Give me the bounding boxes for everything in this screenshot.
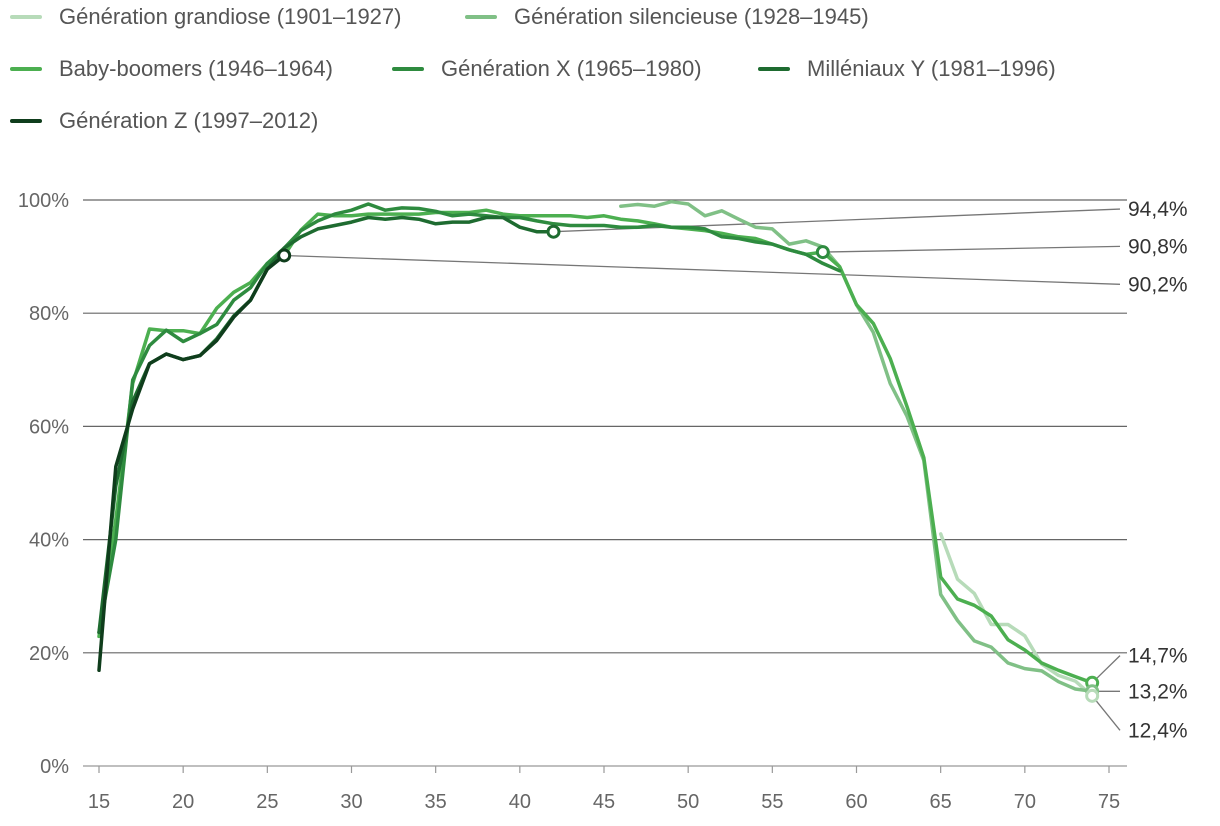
annotation-label: 13,2% xyxy=(1128,680,1188,703)
x-tick-label: 45 xyxy=(593,791,615,813)
legend-item-millennials: Milléniaux Y (1981–1996) xyxy=(758,56,1056,82)
x-tick-label: 20 xyxy=(172,791,194,813)
annotation-marker xyxy=(277,248,292,263)
legend-item-boomers: Baby-boomers (1946–1964) xyxy=(10,56,333,82)
annotation-markers xyxy=(277,224,1100,703)
x-tick-label: 15 xyxy=(88,791,110,813)
x-tick-label: 70 xyxy=(1014,791,1036,813)
annotation-label: 94,4% xyxy=(1128,198,1188,221)
annotation-marker xyxy=(546,224,561,239)
x-tick-label: 40 xyxy=(509,791,531,813)
annotation-marker xyxy=(815,245,830,260)
legend-item-gen-x: Génération X (1965–1980) xyxy=(392,56,702,82)
legend-item-gen-z: Génération Z (1997–2012) xyxy=(10,108,318,134)
annotation-label: 12,4% xyxy=(1128,719,1188,742)
y-tick-label: 0% xyxy=(40,756,69,778)
y-tick-label: 40% xyxy=(29,530,69,552)
series-line-6 xyxy=(97,253,286,673)
annotation-label: 90,8% xyxy=(1128,235,1188,258)
legend-swatch xyxy=(10,67,42,71)
legend-swatch xyxy=(758,67,790,71)
legend-swatch xyxy=(10,15,42,19)
x-tick-label: 55 xyxy=(761,791,783,813)
y-tick-label: 20% xyxy=(29,643,69,665)
x-tick-label: 25 xyxy=(256,791,278,813)
x-tick-label: 65 xyxy=(930,791,952,813)
legend-label: Baby-boomers (1946–1964) xyxy=(59,56,333,81)
annotation-marker xyxy=(1085,688,1100,703)
series-line-1 xyxy=(938,532,1094,698)
legend-label: Génération Z (1997–2012) xyxy=(59,108,319,133)
annotation-labels: 94,4% 90,8% 90,2% 14,7% 13,2% 12,4% xyxy=(1128,198,1188,742)
legend-item-silent: Génération silencieuse (1928–1945) xyxy=(465,4,869,30)
legend-swatch xyxy=(465,15,497,19)
y-tick-label: 100% xyxy=(18,190,69,212)
annotation-label: 90,2% xyxy=(1128,273,1188,296)
x-tick-label: 30 xyxy=(340,791,362,813)
annotation-leader xyxy=(284,254,1121,285)
x-tick-label: 60 xyxy=(845,791,867,813)
series-line-4 xyxy=(97,202,842,635)
x-tick-label: 75 xyxy=(1098,791,1120,813)
annotation-leader xyxy=(1091,695,1121,731)
legend-label: Génération X (1965–1980) xyxy=(441,56,702,81)
series-line-3 xyxy=(97,208,1094,685)
x-tick-label: 50 xyxy=(677,791,699,813)
grid-lines xyxy=(83,199,1127,654)
legend-item-greatest: Génération grandiose (1901–1927) xyxy=(10,4,401,30)
x-tick-label: 35 xyxy=(425,791,447,813)
y-axis: 0% 20% 40% 60% 80% 100% xyxy=(18,190,69,778)
y-tick-label: 60% xyxy=(29,416,69,438)
series-line-5 xyxy=(97,215,556,635)
legend-swatch xyxy=(392,67,424,71)
annotation-label: 14,7% xyxy=(1128,645,1188,668)
legend-label: Milléniaux Y (1981–1996) xyxy=(807,56,1056,81)
y-tick-label: 80% xyxy=(29,303,69,325)
legend-swatch xyxy=(10,119,42,123)
annotation-leader xyxy=(822,245,1121,253)
legend-label: Génération silencieuse (1928–1945) xyxy=(514,4,869,29)
legend-label: Génération grandiose (1901–1927) xyxy=(59,4,402,29)
series-lines xyxy=(97,199,1094,698)
x-axis: 15 20 25 30 35 40 45 50 55 60 65 70 75 xyxy=(83,765,1127,813)
